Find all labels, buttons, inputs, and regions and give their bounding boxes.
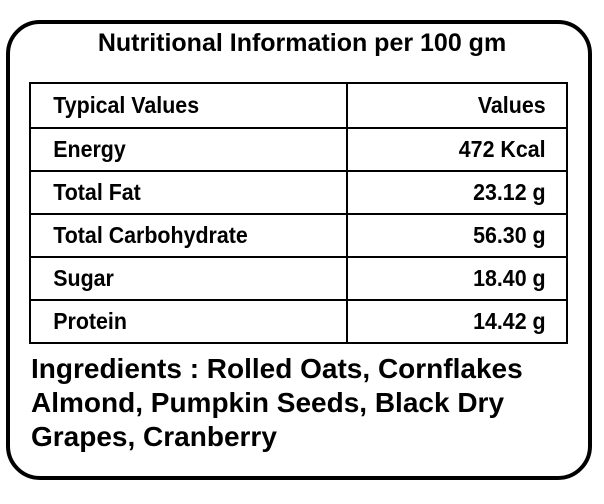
ingredients-text: Ingredients : Rolled Oats, Cornflakes Al… bbox=[31, 352, 591, 454]
table-row: Total Carbohydrate 56.30 g bbox=[29, 213, 568, 258]
ingredients-line: Ingredients : Rolled Oats, Cornflakes bbox=[31, 353, 523, 384]
table-row: Total Fat 23.12 g bbox=[29, 170, 568, 215]
table-row: Protein 14.42 g bbox=[29, 299, 568, 344]
ingredients-line: Grapes, Cranberry bbox=[31, 421, 277, 452]
nutrient-value: 18.40 g bbox=[361, 256, 568, 301]
header-typical-values: Typical Values bbox=[29, 82, 326, 129]
nutrient-name: Sugar bbox=[29, 256, 326, 301]
ingredients-line: Almond, Pumpkin Seeds, Black Dry bbox=[31, 387, 505, 418]
nutrition-table: Typical Values Values Energy 472 Kcal To… bbox=[29, 82, 568, 344]
table-row: Sugar 18.40 g bbox=[29, 256, 568, 301]
nutrient-value: 56.30 g bbox=[361, 213, 568, 258]
table-header-row: Typical Values Values bbox=[29, 82, 568, 129]
table-row: Energy 472 Kcal bbox=[29, 127, 568, 172]
nutrient-value: 23.12 g bbox=[361, 170, 568, 215]
nutrient-value: 14.42 g bbox=[361, 299, 568, 344]
nutrient-name: Total Carbohydrate bbox=[29, 213, 326, 258]
nutrient-name: Protein bbox=[29, 299, 326, 344]
nutrient-name: Energy bbox=[29, 127, 326, 172]
nutrient-name: Total Fat bbox=[29, 170, 326, 215]
nutrient-value: 472 Kcal bbox=[361, 127, 568, 172]
header-values: Values bbox=[361, 82, 568, 129]
label-title: Nutritional Information per 100 gm bbox=[97, 29, 507, 57]
